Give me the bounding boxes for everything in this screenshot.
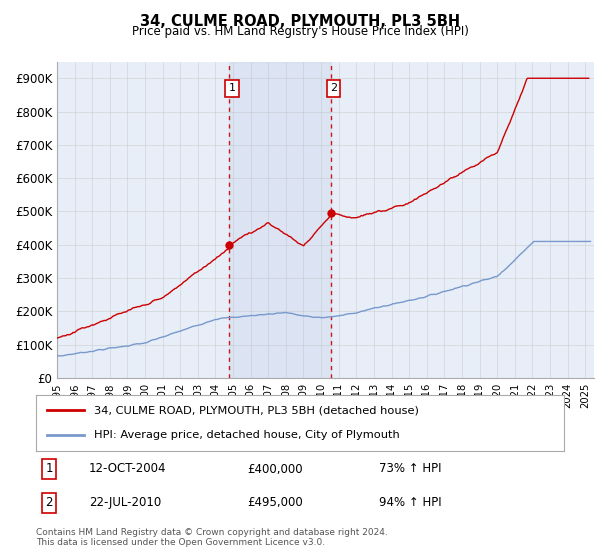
Text: 73% ↑ HPI: 73% ↑ HPI [379,463,442,475]
Text: 12-OCT-2004: 12-OCT-2004 [89,463,166,475]
Text: 2: 2 [330,83,337,94]
Text: 1: 1 [46,463,53,475]
Bar [229,62,331,378]
Text: 34, CULME ROAD, PLYMOUTH, PL3 5BH (detached house): 34, CULME ROAD, PLYMOUTH, PL3 5BH (detac… [94,405,419,416]
Text: 1: 1 [229,83,236,94]
Text: 2: 2 [46,496,53,509]
Text: HPI: Average price, detached house, City of Plymouth: HPI: Average price, detached house, City… [94,430,400,440]
Text: £400,000: £400,000 [247,463,303,475]
Text: 34, CULME ROAD, PLYMOUTH, PL3 5BH: 34, CULME ROAD, PLYMOUTH, PL3 5BH [140,14,460,29]
Text: 94% ↑ HPI: 94% ↑ HPI [379,496,442,509]
Text: Price paid vs. HM Land Registry's House Price Index (HPI): Price paid vs. HM Land Registry's House … [131,25,469,38]
Text: Contains HM Land Registry data © Crown copyright and database right 2024.
This d: Contains HM Land Registry data © Crown c… [36,528,388,547]
Text: 22-JUL-2010: 22-JUL-2010 [89,496,161,509]
Text: £495,000: £495,000 [247,496,303,509]
